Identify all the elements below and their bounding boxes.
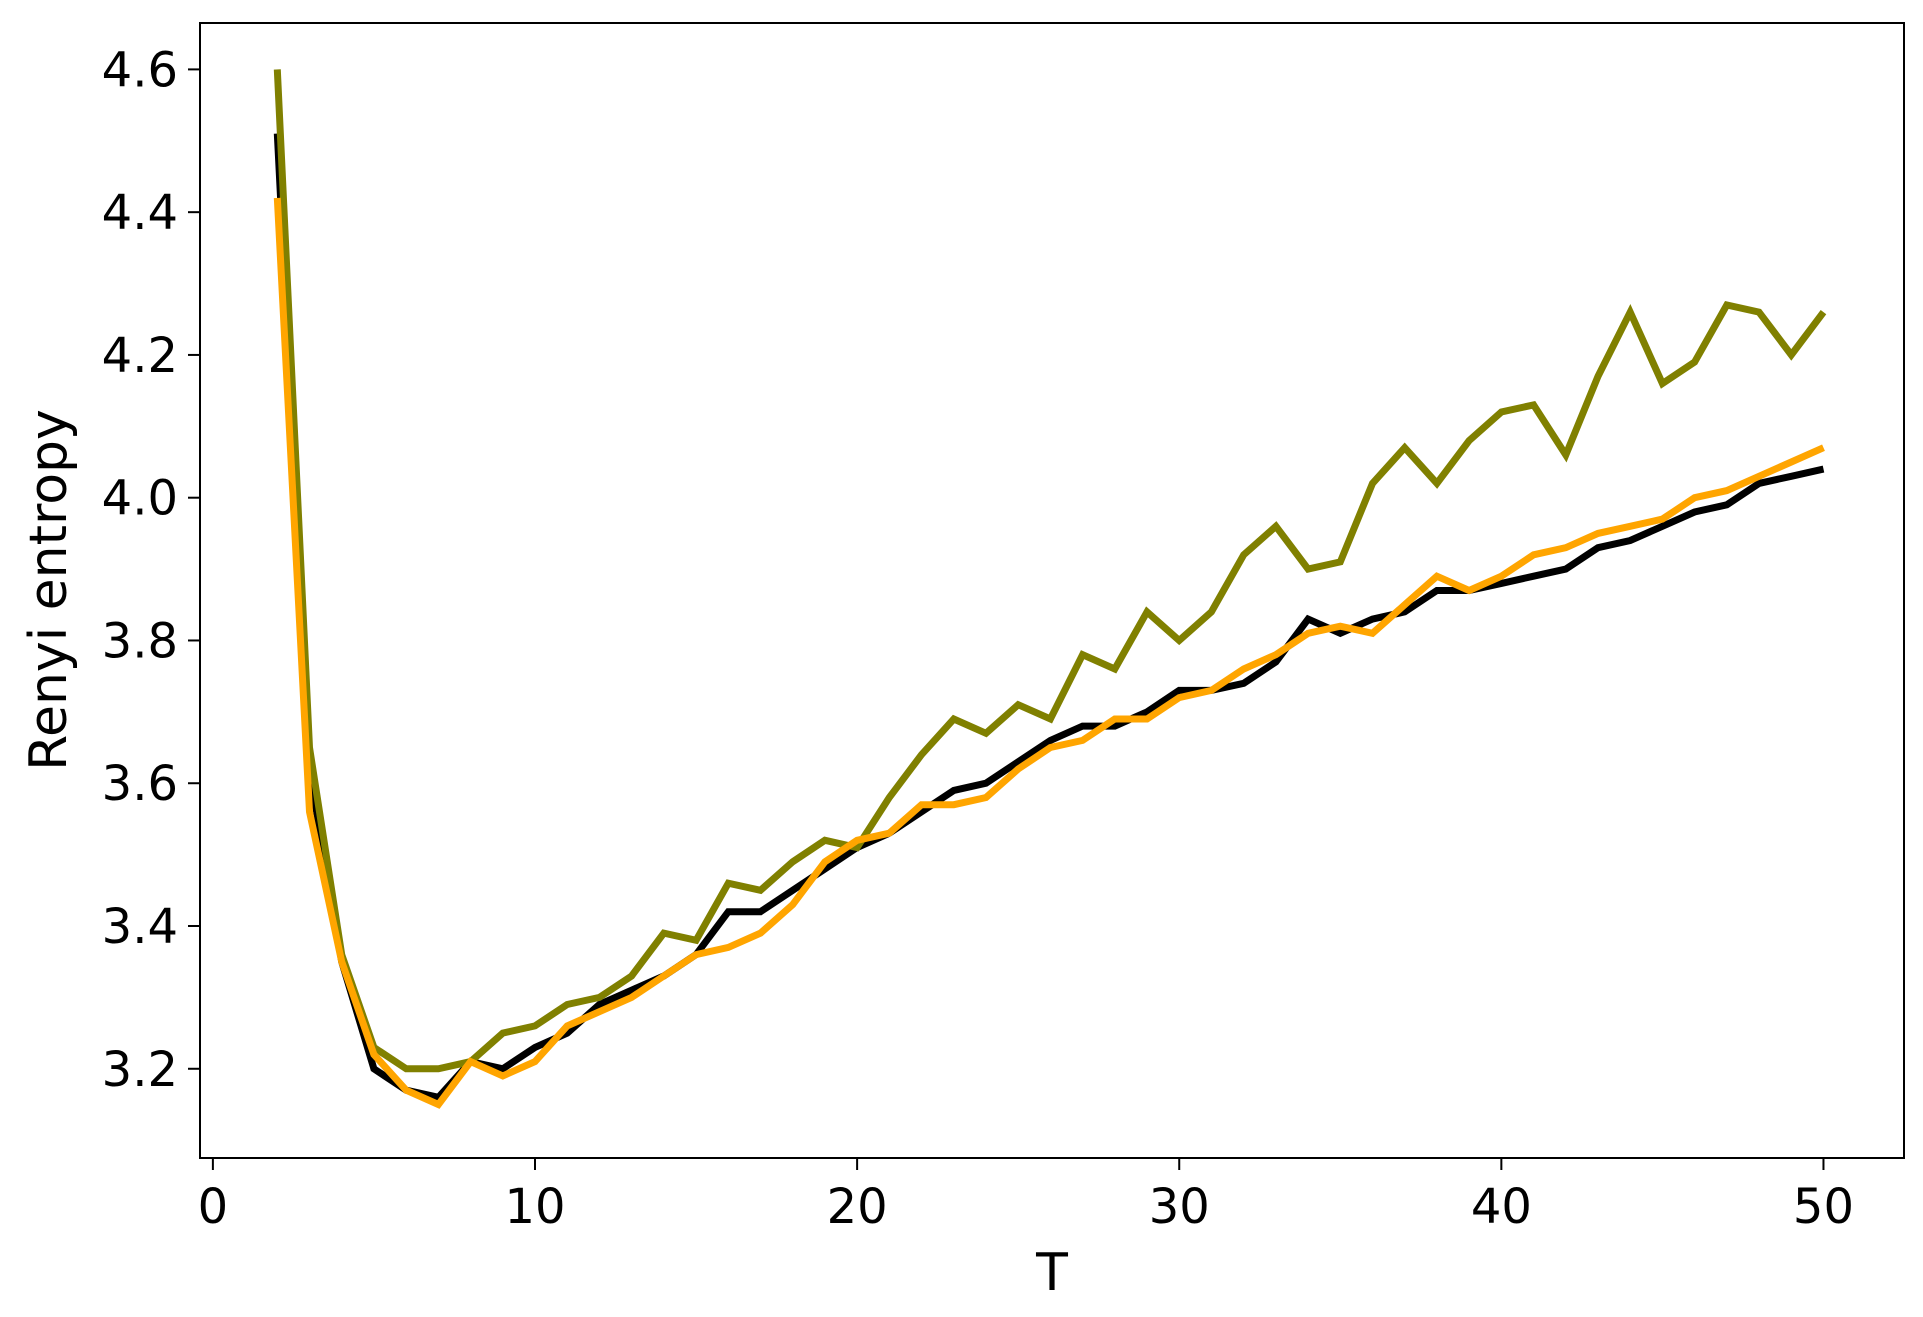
plot-area-frame <box>199 22 1905 1159</box>
x-tick-label: 40 <box>1471 1179 1532 1235</box>
y-axis-label: Renyi entropy <box>19 409 79 771</box>
series-line-3 <box>273 197 1825 1109</box>
x-axis: 0 10 20 30 40 50 <box>198 1158 1854 1235</box>
y-tick-label: 3.6 <box>102 756 178 812</box>
y-tick-label: 4.4 <box>102 185 178 241</box>
series-line-1 <box>273 133 1825 1102</box>
x-tick-label: 30 <box>1149 1179 1210 1235</box>
y-tick-label: 4.6 <box>102 42 178 98</box>
x-tick-label: 10 <box>504 1179 565 1235</box>
x-tick-label: 20 <box>827 1179 888 1235</box>
y-tick-label: 3.2 <box>102 1042 178 1098</box>
x-tick-label: 50 <box>1793 1179 1854 1235</box>
series-layer <box>273 69 1827 1109</box>
y-tick-label: 3.8 <box>102 613 178 669</box>
y-tick-label: 3.4 <box>102 899 178 955</box>
x-axis-label: T <box>1035 1243 1068 1303</box>
x-tick-label: 0 <box>198 1179 229 1235</box>
y-axis: 3.2 3.4 3.6 3.8 4.0 4.2 4.4 4.6 <box>102 42 200 1098</box>
series-line-2 <box>273 69 1827 1073</box>
y-tick-label: 4.0 <box>102 471 178 527</box>
y-tick-label: 4.2 <box>102 328 178 384</box>
